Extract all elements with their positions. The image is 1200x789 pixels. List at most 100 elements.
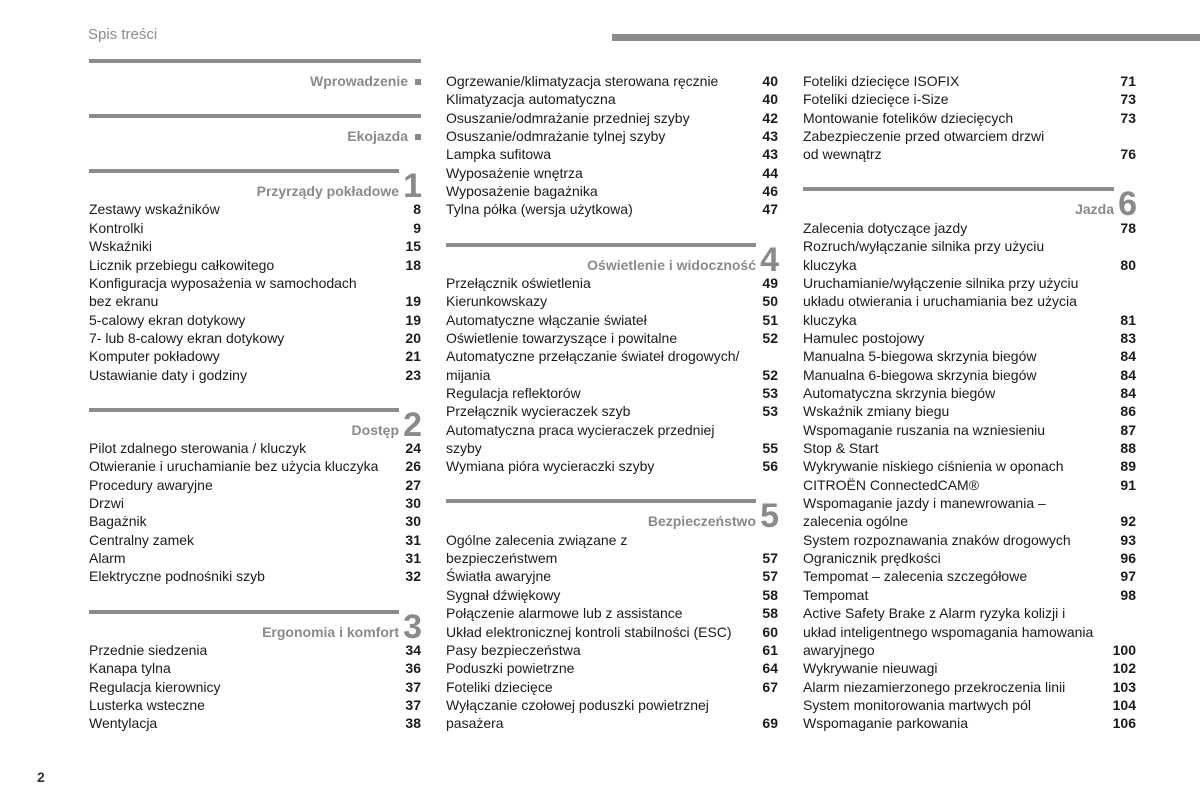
toc-entry[interactable]: Lusterka wsteczne 37 [89, 696, 421, 714]
section-header[interactable]: Ergonomia i komfort [89, 623, 399, 641]
toc-entry[interactable]: Przełącznik oświetlenia 49 [446, 274, 778, 292]
toc-entry[interactable]: szyby 55 [446, 439, 778, 457]
toc-entry[interactable]: Ogólne zalecenia związane z [446, 531, 778, 549]
toc-entry[interactable]: 5-calowy ekran dotykowy 19 [89, 311, 421, 329]
toc-entry[interactable]: Alarm niezamierzonego przekroczenia lini… [803, 678, 1136, 696]
toc-entry[interactable]: Licznik przebiegu całkowitego 18 [89, 256, 421, 274]
toc-entry[interactable]: kluczyka 81 [803, 311, 1136, 329]
toc-entry[interactable]: Kanapa tylna 36 [89, 659, 421, 677]
toc-entry[interactable]: Wskaźnik zmiany biegu 86 [803, 402, 1136, 420]
section-header[interactable]: Dostęp [89, 421, 399, 439]
toc-entry[interactable]: Drzwi 30 [89, 494, 421, 512]
toc-entry[interactable]: bezpieczeństwem 57 [446, 549, 778, 567]
toc-entry[interactable]: Konfiguracja wyposażenia w samochodach [89, 274, 421, 292]
toc-entry[interactable]: Tempomat 98 [803, 586, 1136, 604]
toc-entry[interactable]: Układ elektronicznej kontroli stabilnośc… [446, 623, 778, 641]
toc-entry[interactable]: Połączenie alarmowe lub z assistance 58 [446, 604, 778, 622]
toc-entry[interactable]: Osuszanie/odmrażanie tylnej szyby 43 [446, 127, 778, 145]
toc-entry[interactable]: Regulacja reflektorów 53 [446, 384, 778, 402]
toc-entry[interactable]: CITROËN ConnectedCAM® 91 [803, 476, 1136, 494]
toc-entry[interactable]: Centralny zamek 31 [89, 531, 421, 549]
toc-entry[interactable]: układ inteligentnego wspomagania hamowan… [803, 623, 1136, 641]
section-header[interactable]: Przyrządy pokładowe [89, 182, 399, 200]
toc-entry[interactable]: Stop & Start 88 [803, 439, 1136, 457]
toc-entry[interactable]: zalecenia ogólne 92 [803, 512, 1136, 530]
toc-entry[interactable]: Manualna 5-biegowa skrzynia biegów 84 [803, 347, 1136, 365]
toc-entry[interactable]: Ogrzewanie/klimatyzacja sterowana ręczni… [446, 72, 778, 90]
toc-entry[interactable]: Rozruch/wyłączanie silnika przy użyciu [803, 237, 1136, 255]
toc-entry[interactable]: Kierunkowskazy 50 [446, 292, 778, 310]
section-header[interactable]: Oświetlenie i widoczność [446, 256, 756, 274]
toc-entry[interactable]: Wskaźniki 15 [89, 237, 421, 255]
toc-entry[interactable]: Tempomat – zalecenia szczegółowe 97 [803, 567, 1136, 585]
toc-entry[interactable]: Przednie siedzenia 34 [89, 641, 421, 659]
toc-entry[interactable]: Wymiana pióra wycieraczki szyby 56 [446, 457, 778, 475]
toc-entry[interactable]: Światła awaryjne 57 [446, 567, 778, 585]
entry-title: Przednie siedzenia [89, 641, 208, 658]
toc-entry[interactable]: Alarm 31 [89, 549, 421, 567]
toc-entry[interactable]: Wykrywanie nieuwagi 102 [803, 659, 1136, 677]
toc-entry[interactable]: 7- lub 8-calowy ekran dotykowy 20 [89, 329, 421, 347]
toc-entry[interactable]: Zabezpieczenie przed otwarciem drzwi [803, 127, 1136, 145]
page-number: 2 [37, 769, 45, 785]
toc-entry[interactable]: pasażera 69 [446, 714, 778, 732]
toc-entry[interactable]: Hamulec postojowy 83 [803, 329, 1136, 347]
toc-entry[interactable]: Wentylacja 38 [89, 714, 421, 732]
toc-entry[interactable]: Bagażnik 30 [89, 512, 421, 530]
entry-title: Światła awaryjne [446, 568, 552, 585]
section-header[interactable]: Ekojazda [89, 127, 421, 145]
section-header[interactable]: Jazda [803, 200, 1114, 218]
toc-entry[interactable]: Procedury awaryjne 27 [89, 476, 421, 494]
toc-entry[interactable]: Poduszki powietrzne 64 [446, 659, 778, 677]
toc-entry[interactable]: Przełącznik wycieraczek szyb 53 [446, 402, 778, 420]
toc-entry[interactable]: Ogranicznik prędkości 96 [803, 549, 1136, 567]
toc-entry[interactable]: Zestawy wskaźników 8 [89, 200, 421, 218]
entry-title: System rozpoznawania znaków drogowych [803, 531, 1071, 548]
toc-entry[interactable]: Pilot zdalnego sterowania / kluczyk 24 [89, 439, 421, 457]
toc-entry[interactable]: Wspomaganie parkowania 106 [803, 714, 1136, 732]
toc-entry[interactable]: Automatyczne włączanie świateł 51 [446, 311, 778, 329]
toc-entry[interactable]: Wspomaganie ruszania na wzniesieniu 87 [803, 421, 1136, 439]
toc-entry[interactable]: Uruchamianie/wyłączenie silnika przy uży… [803, 274, 1136, 292]
toc-entry[interactable]: Klimatyzacja automatyczna 40 [446, 90, 778, 108]
toc-entry[interactable]: Zalecenia dotyczące jazdy 78 [803, 219, 1136, 237]
toc-entry[interactable]: Automatyczna praca wycieraczek przedniej [446, 421, 778, 439]
toc-entry[interactable]: Active Safety Brake z Alarm ryzyka koliz… [803, 604, 1136, 622]
toc-entry[interactable]: Otwieranie i uruchamianie bez użycia klu… [89, 457, 421, 475]
toc-entry[interactable]: awaryjnego 100 [803, 641, 1136, 659]
toc-entry[interactable]: Elektryczne podnośniki szyb 32 [89, 567, 421, 585]
toc-entry[interactable]: System rozpoznawania znaków drogowych 93 [803, 531, 1136, 549]
toc-entry[interactable]: Oświetlenie towarzyszące i powitalne 52 [446, 329, 778, 347]
toc-entry[interactable]: Osuszanie/odmrażanie przedniej szyby 42 [446, 109, 778, 127]
toc-entry[interactable]: Foteliki dziecięce 67 [446, 678, 778, 696]
section-header[interactable]: Bezpieczeństwo [446, 512, 756, 530]
toc-entry[interactable]: System monitorowania martwych pól 104 [803, 696, 1136, 714]
toc-entry[interactable]: Montowanie fotelików dziecięcych 73 [803, 109, 1136, 127]
toc-entry[interactable]: Wyposażenie wnętrza 44 [446, 164, 778, 182]
toc-entry[interactable]: Automatyczna skrzynia biegów 84 [803, 384, 1136, 402]
toc-entry[interactable]: Wykrywanie niskiego ciśnienia w oponach 8… [803, 457, 1136, 475]
toc-entry[interactable]: kluczyka 80 [803, 256, 1136, 274]
toc-entry[interactable]: Kontrolki 9 [89, 219, 421, 237]
entry-page-number: 104 [1112, 696, 1136, 713]
toc-entry[interactable]: Lampka sufitowa 43 [446, 145, 778, 163]
toc-entry[interactable]: mijania 52 [446, 366, 778, 384]
toc-entry[interactable]: Wyposażenie bagażnika 46 [446, 182, 778, 200]
toc-entry[interactable]: od wewnątrz 76 [803, 145, 1136, 163]
toc-entry[interactable]: Ustawianie daty i godziny 23 [89, 366, 421, 384]
toc-entry[interactable]: Automatyczne przełączanie świateł drogow… [446, 347, 778, 365]
toc-entry[interactable]: Manualna 6-biegowa skrzynia biegów 84 [803, 366, 1136, 384]
section-header[interactable]: Wprowadzenie [89, 72, 421, 90]
toc-entry[interactable]: Regulacja kierownicy 37 [89, 678, 421, 696]
toc-entry[interactable]: Tylna półka (wersja użytkowa) 47 [446, 200, 778, 218]
entry-title: Wspomaganie ruszania na wzniesieniu [803, 421, 1046, 438]
toc-entry[interactable]: Komputer pokładowy 21 [89, 347, 421, 365]
toc-entry[interactable]: Wyłączanie czołowej poduszki powietrznej [446, 696, 778, 714]
toc-entry[interactable]: Foteliki dziecięce ISOFIX 71 [803, 72, 1136, 90]
toc-entry[interactable]: Foteliki dziecięce i-Size 73 [803, 90, 1136, 108]
toc-entry[interactable]: bez ekranu 19 [89, 292, 421, 310]
toc-entry[interactable]: układu otwierania i uruchamiania bez uży… [803, 292, 1136, 310]
toc-entry[interactable]: Sygnał dźwiękowy 58 [446, 586, 778, 604]
toc-entry[interactable]: Pasy bezpieczeństwa 61 [446, 641, 778, 659]
toc-entry[interactable]: Wspomaganie jazdy i manewrowania – [803, 494, 1136, 512]
